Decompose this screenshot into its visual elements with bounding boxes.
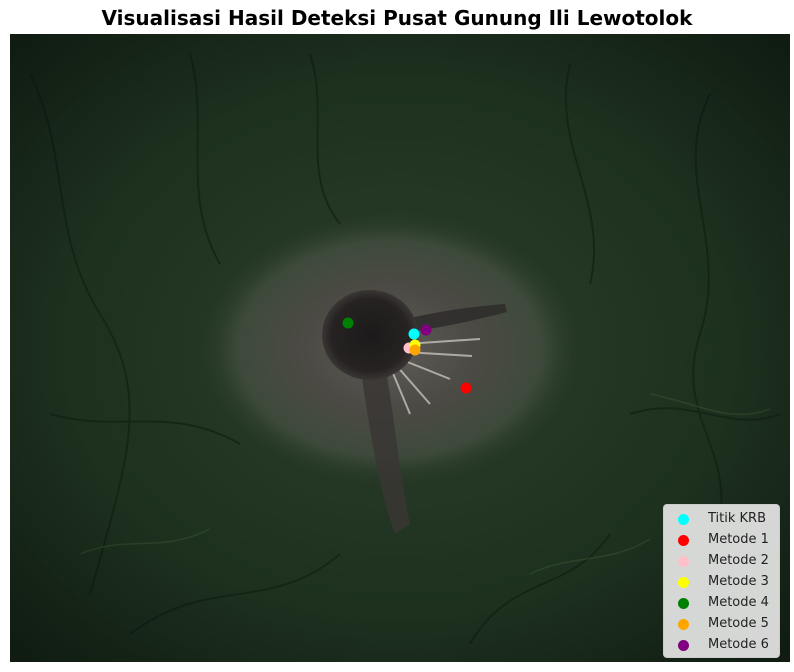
legend-label: Metode 3 bbox=[708, 574, 769, 589]
legend-label: Metode 5 bbox=[708, 616, 769, 631]
legend-label: Metode 1 bbox=[708, 532, 769, 547]
legend-item-metode-4: Metode 4 bbox=[664, 593, 779, 614]
legend-label: Metode 4 bbox=[708, 595, 769, 610]
plot-area bbox=[10, 34, 790, 662]
legend-marker bbox=[678, 640, 689, 651]
legend-marker bbox=[678, 535, 689, 546]
legend-item-metode-3: Metode 3 bbox=[664, 572, 779, 593]
legend-label: Metode 2 bbox=[708, 553, 769, 568]
legend-marker bbox=[678, 619, 689, 630]
point-metode-4 bbox=[342, 317, 354, 329]
legend: Titik KRB Metode 1 Metode 2 Metode 3 Metode … bbox=[663, 504, 780, 658]
detection-points bbox=[342, 317, 472, 394]
legend-label: Metode 6 bbox=[708, 637, 769, 652]
legend-marker bbox=[678, 598, 689, 609]
point-metode-1 bbox=[460, 382, 472, 394]
point-metode-6 bbox=[420, 324, 432, 336]
satellite-background bbox=[10, 34, 790, 662]
point-metode-5 bbox=[409, 344, 421, 356]
legend-item-metode-6: Metode 6 bbox=[664, 635, 779, 656]
point-titik-krb bbox=[408, 328, 420, 340]
legend-marker bbox=[678, 514, 689, 525]
legend-item-metode-2: Metode 2 bbox=[664, 551, 779, 572]
legend-label: Titik KRB bbox=[708, 511, 766, 526]
legend-item-metode-1: Metode 1 bbox=[664, 530, 779, 551]
legend-marker bbox=[678, 556, 689, 567]
legend-marker bbox=[678, 577, 689, 588]
chart-title: Visualisasi Hasil Deteksi Pusat Gunung I… bbox=[101, 6, 693, 30]
legend-item-titik-krb: Titik KRB bbox=[664, 509, 779, 530]
legend-item-metode-5: Metode 5 bbox=[664, 614, 779, 635]
